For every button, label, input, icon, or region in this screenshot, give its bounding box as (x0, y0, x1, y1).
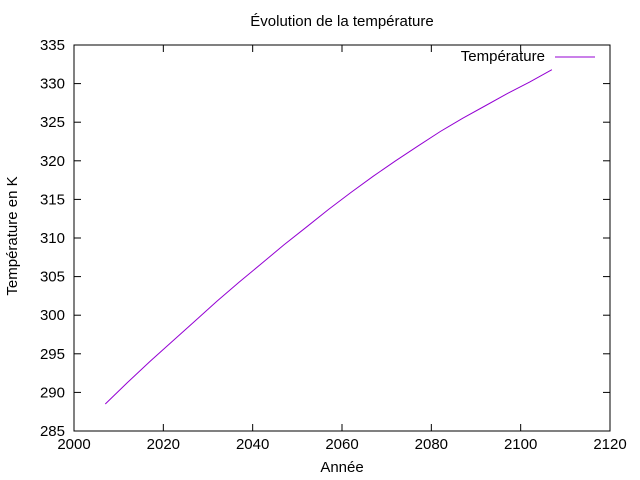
y-tick-label: 310 (40, 230, 65, 247)
y-tick-label: 335 (40, 37, 65, 54)
x-tick-label: 2100 (504, 436, 537, 453)
series-line-temperature (104, 69, 553, 405)
y-tick-label: 290 (40, 384, 65, 401)
series-layer (104, 69, 553, 405)
chart-title: Évolution de la température (250, 13, 433, 30)
plot-frame (73, 44, 611, 432)
x-tick-label: 2040 (236, 436, 269, 453)
y-tick-label: 330 (40, 76, 65, 93)
x-tick-label: 2020 (147, 436, 180, 453)
y-tick-label: 285 (40, 423, 65, 440)
legend-label: Température (461, 48, 545, 65)
y-axis-label: Température en K (4, 176, 21, 295)
x-tick-label: 2060 (325, 436, 358, 453)
y-tick-label: 325 (40, 114, 65, 131)
y-tick-label: 315 (40, 191, 65, 208)
y-tick-label: 300 (40, 307, 65, 324)
x-tick-label: 2000 (57, 436, 90, 453)
x-tick-label: 2080 (415, 436, 448, 453)
y-tick-label: 320 (40, 153, 65, 170)
x-axis-label: Année (320, 459, 363, 476)
y-tick-label: 295 (40, 346, 65, 363)
legend: Température (461, 48, 595, 65)
axis-ticks: 2000 2020 2040 2060 2080 2100 2120 285 290 295 300… (40, 37, 627, 453)
y-tick-label: 305 (40, 269, 65, 286)
x-tick-label: 2120 (593, 436, 626, 453)
